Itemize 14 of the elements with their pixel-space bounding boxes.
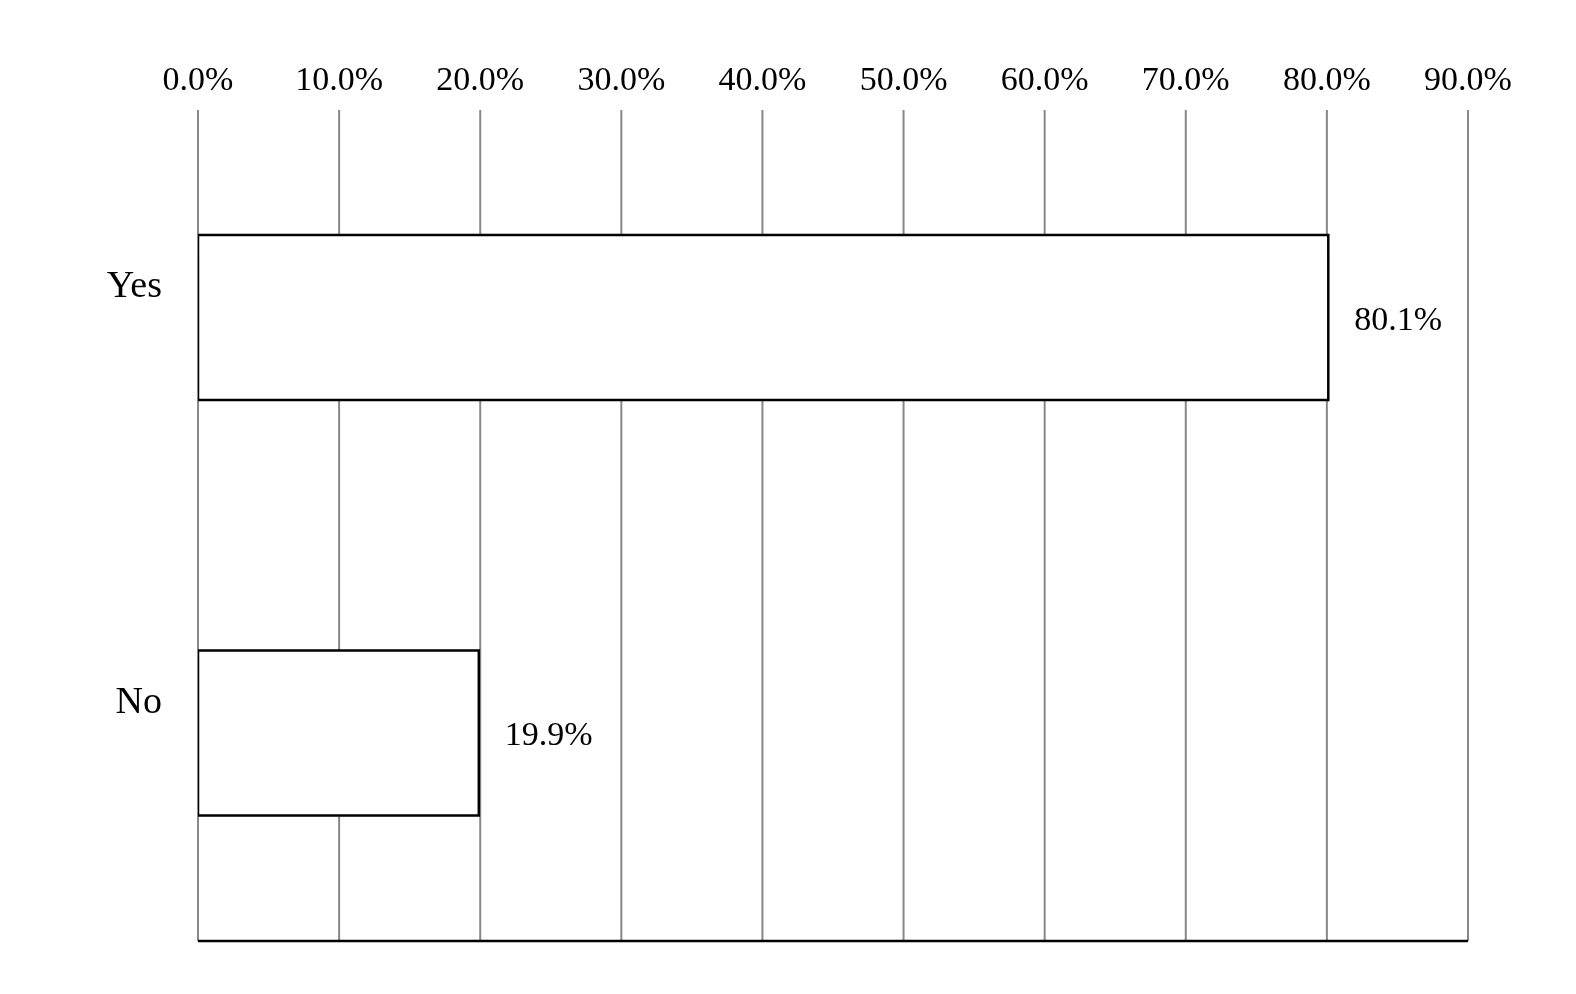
- x-tick-label: 40.0%: [718, 60, 807, 97]
- x-tick-label: 80.0%: [1282, 60, 1371, 97]
- x-tick-label: 70.0%: [1141, 60, 1230, 97]
- data-label: 19.9%: [504, 715, 593, 753]
- x-tick-label: 20.0%: [436, 60, 525, 97]
- x-tick-label: 50.0%: [859, 60, 948, 97]
- x-tick-label: 60.0%: [1000, 60, 1089, 97]
- x-tick-label: 0.0%: [162, 60, 234, 97]
- x-tick-label: 30.0%: [577, 60, 666, 97]
- x-tick-label: 90.0%: [1424, 60, 1512, 97]
- y-tick-label: No: [115, 678, 162, 721]
- x-tick-label: 10.0%: [295, 60, 384, 97]
- data-label: 80.1%: [1354, 299, 1443, 337]
- y-tick-label: Yes: [106, 263, 162, 306]
